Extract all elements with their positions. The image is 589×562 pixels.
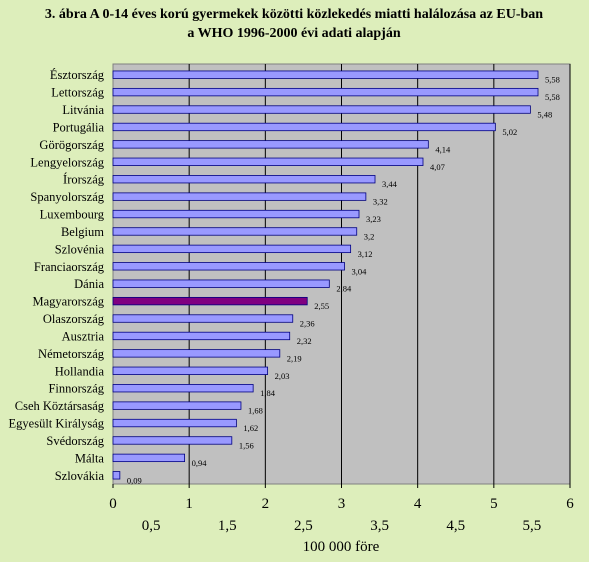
category-label: Litvánia	[62, 103, 104, 117]
value-label: 4,14	[435, 144, 451, 154]
value-label: 3,44	[382, 179, 398, 189]
category-label: Spanyolország	[30, 190, 104, 204]
tick-label-major: 1	[185, 496, 193, 512]
value-label: 2,36	[300, 319, 315, 329]
tick-label-minor: 1,5	[218, 518, 237, 534]
category-label: Portugália	[53, 120, 105, 134]
value-label: 5,48	[537, 110, 552, 120]
value-label: 2,03	[275, 371, 290, 381]
value-label: 0,09	[127, 475, 142, 485]
bar	[112, 175, 376, 184]
value-label: 2,32	[297, 336, 312, 346]
bar	[112, 227, 358, 236]
value-label: 1,68	[248, 406, 263, 416]
bar	[112, 331, 291, 341]
category-label: Olaszország	[43, 312, 105, 326]
value-label: 2,55	[314, 301, 329, 311]
value-label: 4,07	[430, 162, 445, 172]
value-label: 3,23	[366, 214, 381, 224]
category-label: Hollandia	[55, 364, 105, 378]
category-label: Lettország	[51, 86, 105, 100]
x-ticks: 0 1 2 3 4 5 6 0,5 1,5 2,5 3,5 4,5 5,5	[109, 484, 574, 534]
category-label: Szlovákia	[55, 469, 105, 483]
bar	[112, 296, 308, 306]
bar	[112, 349, 281, 358]
value-label: 1,84	[260, 388, 276, 398]
bar	[112, 279, 330, 288]
bar	[112, 122, 496, 132]
tick-label-minor: 2,5	[294, 518, 313, 534]
x-axis-label: 100 000 före	[303, 539, 380, 555]
bar	[112, 192, 367, 201]
bar	[112, 244, 352, 254]
bar	[112, 140, 429, 149]
category-label: Franciaország	[34, 260, 105, 274]
category-label: Magyarország	[33, 295, 105, 309]
category-label: Németország	[38, 347, 105, 361]
value-label: 2,84	[336, 284, 352, 294]
value-label: 3,2	[364, 231, 375, 241]
category-label: Írország	[63, 173, 105, 187]
tick-label-minor: 0,5	[142, 518, 161, 534]
category-label: Málta	[75, 451, 105, 465]
tick-label-major: 6	[566, 496, 574, 512]
value-label: 3,32	[373, 197, 388, 207]
category-label: Egyesült Királyság	[9, 417, 105, 431]
value-label: 3,12	[358, 249, 373, 259]
category-label: Görögország	[39, 138, 104, 152]
tick-label-major: 4	[414, 496, 422, 512]
category-labels: Észtország Lettország Litvánia Portugália Gö…	[9, 68, 105, 483]
tick-label-major: 2	[262, 496, 270, 512]
chart-title-line-2: a WHO 1996-2000 évi adati alapján	[187, 26, 400, 41]
category-label: Finnország	[48, 382, 104, 396]
value-label: 3,04	[352, 266, 368, 276]
bar	[112, 453, 185, 463]
bar	[112, 401, 242, 410]
bar	[112, 262, 345, 271]
category-label: Svédország	[46, 434, 104, 448]
tick-label-minor: 4,5	[446, 518, 465, 534]
tick-label-major: 3	[338, 496, 346, 512]
tick-label-minor: 3,5	[370, 518, 389, 534]
value-labels: 5,58 5,58 5,48 5,02 4,14 4,07 3,44 3,32 3,23 3,2 3…	[127, 75, 560, 486]
tick-label-major: 5	[490, 496, 498, 512]
value-label: 2,19	[287, 353, 302, 363]
bar	[112, 418, 237, 428]
tick-label-major: 0	[109, 496, 117, 512]
bar	[112, 436, 233, 445]
category-label: Lengyelország	[30, 155, 104, 169]
value-label: 5,58	[545, 92, 560, 102]
category-label: Szlovénia	[55, 242, 105, 256]
bar	[112, 157, 424, 166]
bar	[112, 366, 269, 375]
tick-label-minor: 5,5	[523, 518, 542, 534]
grid	[188, 64, 571, 484]
bar	[112, 314, 294, 323]
category-label: Ausztria	[62, 329, 105, 343]
category-label: Dánia	[74, 277, 104, 291]
bar	[112, 70, 539, 79]
bar	[112, 105, 531, 114]
category-label: Luxembourg	[40, 208, 105, 222]
bar	[112, 87, 539, 97]
bars	[112, 70, 539, 480]
value-label: 1,56	[239, 440, 254, 450]
bar	[112, 209, 360, 219]
chart-title-line-1: 3. ábra A 0-14 éves korú gyermekek közöt…	[45, 7, 543, 22]
value-label: 1,62	[243, 423, 258, 433]
bar	[112, 384, 254, 393]
category-label: Észtország	[50, 68, 105, 82]
category-label: Belgium	[61, 225, 104, 239]
value-label: 5,58	[545, 75, 560, 85]
bar	[112, 471, 121, 480]
category-label: Cseh Köztársaság	[15, 399, 105, 413]
value-label: 0,94	[192, 458, 208, 468]
value-label: 5,02	[502, 127, 517, 137]
